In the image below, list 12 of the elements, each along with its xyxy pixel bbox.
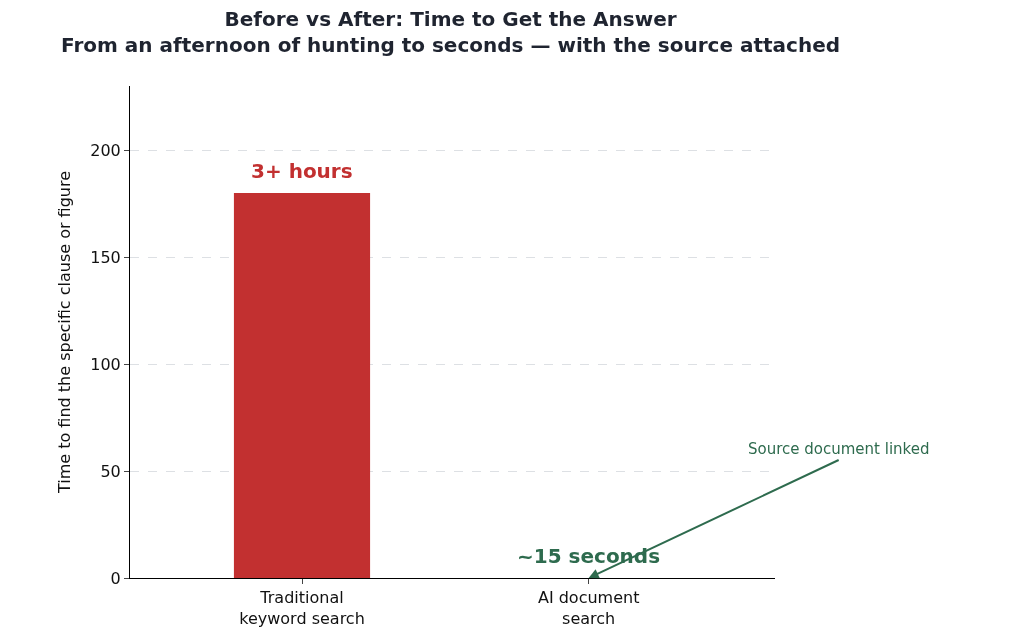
x-tick-label: Traditional keyword search xyxy=(239,588,365,628)
y-tick-label: 200 xyxy=(90,140,121,160)
chart-title: Before vs After: Time to Get the Answer xyxy=(224,6,677,31)
y-tick-label: 0 xyxy=(110,568,121,588)
y-tick-label: 100 xyxy=(90,354,121,374)
x-tick-label: AI document search xyxy=(537,588,640,628)
y-tick-label: 50 xyxy=(100,461,121,481)
annotation: 3+ hours xyxy=(251,159,353,183)
chart-subtitle: From an afternoon of hunting to seconds — with the source attached xyxy=(61,32,841,57)
y-axis-title: Time to find the specific clause or figure xyxy=(55,170,75,495)
annotation: Source document linked xyxy=(748,440,930,458)
y-tick-label: 150 xyxy=(90,247,121,267)
